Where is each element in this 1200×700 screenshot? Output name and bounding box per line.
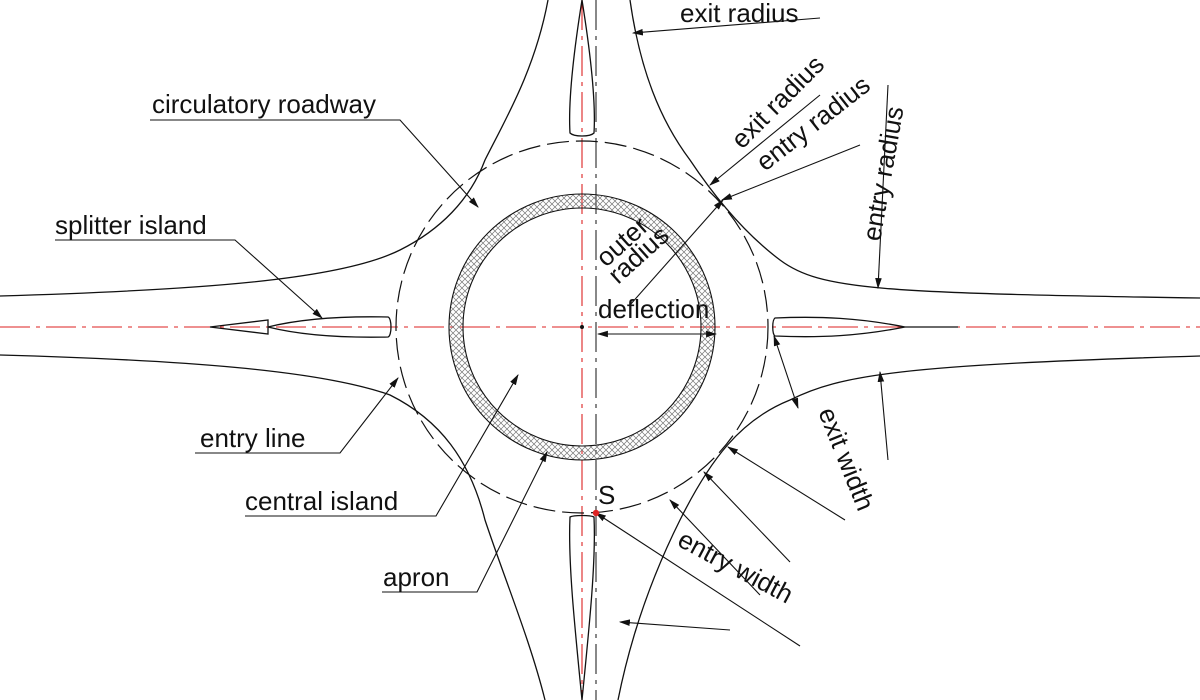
label-central-island: central island: [245, 486, 398, 516]
center-point: [580, 325, 584, 329]
label-point-s: S: [598, 480, 615, 510]
label-entry-line: entry line: [200, 423, 306, 453]
label-exit-width: exit width: [812, 403, 880, 515]
label-circulatory-roadway: circulatory roadway: [152, 89, 376, 119]
apron-outer-edge: [448, 193, 716, 461]
apron-inner-edge: [462, 207, 702, 447]
inscribed-circle: [395, 140, 769, 514]
label-entry-radius-vertical: entry radius: [856, 104, 909, 243]
splitter-islands: [209, 0, 958, 700]
point-s-marker: [592, 509, 600, 517]
leaders: [55, 17, 889, 647]
label-splitter-island: splitter island: [55, 210, 207, 240]
label-exit-radius-top: exit radius: [680, 0, 799, 28]
label-apron: apron: [383, 562, 450, 592]
label-entry-width: entry width: [673, 524, 798, 610]
apron-ring: [449, 194, 715, 460]
label-deflection: deflection: [598, 294, 709, 324]
